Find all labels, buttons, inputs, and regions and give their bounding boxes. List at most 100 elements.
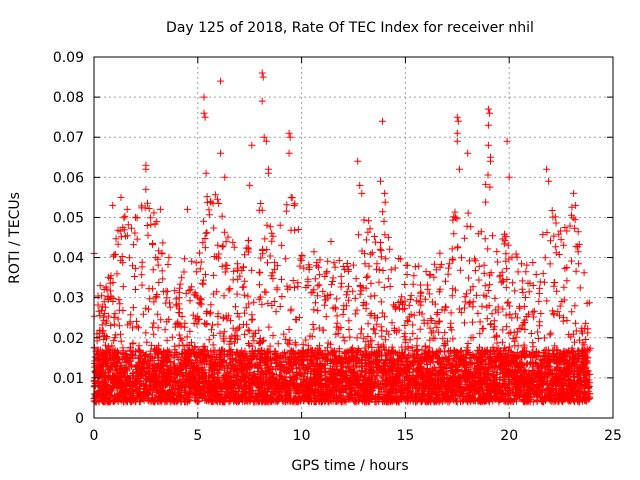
data-point xyxy=(499,368,507,376)
data-point xyxy=(489,372,497,379)
data-point xyxy=(565,382,573,390)
data-point xyxy=(240,291,248,299)
data-point xyxy=(114,393,122,401)
data-point xyxy=(189,311,197,319)
data-point xyxy=(213,195,221,203)
data-point xyxy=(219,242,227,250)
data-point xyxy=(266,342,274,350)
data-point xyxy=(550,282,558,290)
data-point xyxy=(472,257,480,265)
data-point xyxy=(144,231,152,239)
data-point xyxy=(268,237,276,245)
data-point xyxy=(418,346,426,354)
data-point xyxy=(560,283,568,291)
data-point xyxy=(578,346,586,354)
data-point xyxy=(413,335,421,343)
data-point xyxy=(353,306,361,314)
data-point xyxy=(164,261,172,268)
data-point xyxy=(146,295,154,303)
data-point xyxy=(582,336,590,343)
data-point xyxy=(534,335,542,342)
data-point xyxy=(255,268,263,276)
data-point xyxy=(117,330,124,338)
data-point xyxy=(130,241,138,249)
data-point xyxy=(233,372,241,380)
data-point xyxy=(230,243,238,251)
data-point xyxy=(128,224,135,232)
data-point xyxy=(370,325,377,333)
data-point xyxy=(316,271,324,279)
data-point xyxy=(430,273,438,281)
data-point xyxy=(245,300,253,308)
data-point xyxy=(551,279,559,286)
data-point xyxy=(207,347,215,355)
data-point xyxy=(527,377,535,385)
data-point xyxy=(442,277,449,285)
data-point xyxy=(223,265,231,273)
data-point xyxy=(102,341,109,349)
data-point xyxy=(519,289,527,296)
data-point xyxy=(539,231,547,239)
data-point xyxy=(553,287,561,295)
data-point xyxy=(448,255,456,263)
data-point xyxy=(571,302,579,310)
data-point xyxy=(263,221,271,229)
data-point xyxy=(362,284,370,292)
data-point xyxy=(119,283,127,291)
data-point xyxy=(375,278,383,286)
data-point xyxy=(433,323,441,331)
data-point xyxy=(269,332,277,340)
data-point xyxy=(461,304,468,312)
data-point xyxy=(100,298,108,306)
data-point xyxy=(161,326,169,334)
data-point xyxy=(182,289,190,297)
data-point xyxy=(404,317,412,325)
data-point xyxy=(530,313,538,321)
data-point xyxy=(162,389,169,397)
data-point xyxy=(485,302,493,310)
data-point xyxy=(238,384,246,392)
data-point xyxy=(426,344,434,352)
data-point xyxy=(498,338,506,346)
data-point xyxy=(382,336,390,344)
data-point xyxy=(548,207,556,214)
data-point xyxy=(210,290,218,298)
data-point xyxy=(120,214,128,222)
data-point xyxy=(178,313,186,320)
data-point xyxy=(207,301,215,309)
data-point xyxy=(403,271,411,278)
data-point xyxy=(371,312,379,320)
data-point xyxy=(283,201,291,209)
data-point xyxy=(493,333,500,341)
data-point xyxy=(266,252,274,260)
data-point xyxy=(535,297,543,305)
data-point xyxy=(475,262,483,270)
data-point xyxy=(467,286,475,294)
data-point xyxy=(364,320,372,328)
data-point xyxy=(543,297,551,305)
data-point xyxy=(364,333,372,340)
data-point xyxy=(264,299,272,307)
data-point xyxy=(390,301,397,309)
data-point xyxy=(173,302,181,310)
data-point xyxy=(416,325,424,333)
data-point xyxy=(101,351,109,359)
data-point xyxy=(341,337,349,345)
data-point xyxy=(361,250,368,258)
data-point xyxy=(196,249,204,257)
data-point xyxy=(245,327,253,335)
data-point xyxy=(234,275,242,283)
data-point xyxy=(475,276,483,284)
data-point xyxy=(172,295,180,303)
data-point xyxy=(555,230,563,238)
data-point xyxy=(436,317,444,325)
data-point xyxy=(417,281,424,289)
data-point xyxy=(370,233,378,240)
data-point xyxy=(232,303,239,311)
data-point xyxy=(273,262,281,270)
data-point xyxy=(205,206,213,214)
data-point xyxy=(157,316,165,324)
data-point xyxy=(360,216,368,224)
data-point xyxy=(321,369,329,376)
data-point xyxy=(413,297,421,305)
